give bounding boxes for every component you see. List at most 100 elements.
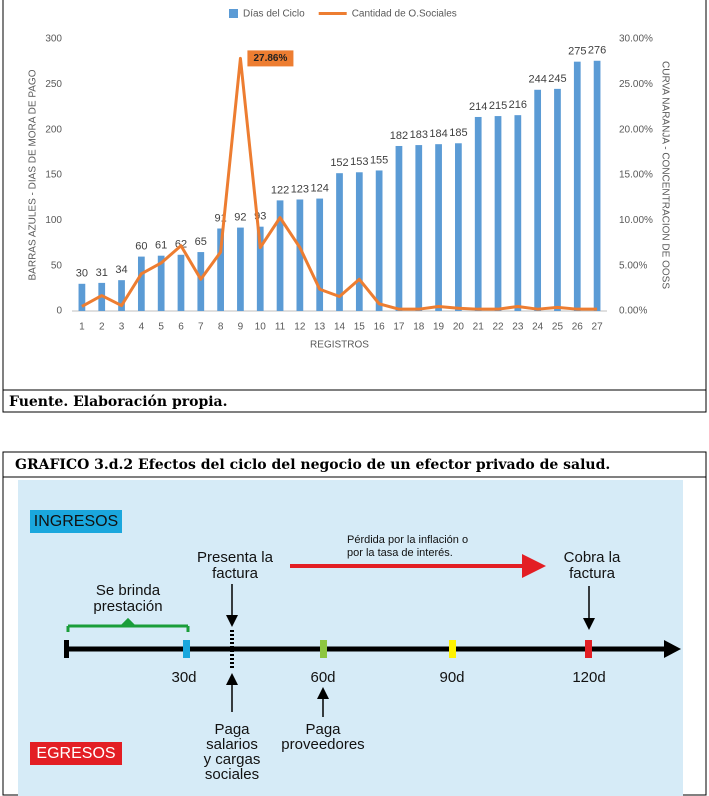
service-text: Se brinda: [96, 582, 161, 599]
y2-tick-label: 15.00%: [619, 170, 653, 181]
bar-value-label: 92: [234, 211, 246, 223]
x-tick-label: 13: [314, 322, 326, 333]
x-tick-label: 16: [374, 322, 386, 333]
x-tick-label: 7: [198, 322, 204, 333]
x-tick-label: 20: [453, 322, 465, 333]
bar: [256, 226, 264, 311]
day-label: 120d: [572, 669, 605, 686]
salaries-text: Paga: [214, 721, 250, 738]
bar-value-label: 185: [449, 127, 467, 139]
x-tick-label: 10: [255, 322, 267, 333]
service-text: prestación: [93, 598, 162, 615]
bar: [276, 200, 284, 311]
y-tick-label: 300: [45, 34, 62, 45]
legend-swatch: [229, 9, 238, 18]
x-tick-label: 3: [119, 322, 125, 333]
source-text: Fuente. Elaboración propia.: [9, 394, 228, 410]
bar: [375, 170, 383, 311]
x-tick-label: 25: [552, 322, 564, 333]
bar: [78, 283, 86, 311]
bar: [177, 254, 185, 311]
x-tick-label: 18: [413, 322, 425, 333]
y-tick-label: 50: [51, 260, 63, 271]
bar: [573, 61, 581, 311]
x-tick-label: 5: [158, 322, 164, 333]
timeline-start: [64, 640, 69, 658]
legend-label: Cantidad de O.Sociales: [352, 9, 457, 20]
bar: [395, 145, 403, 311]
bar-value-label: 184: [429, 128, 447, 140]
bar: [137, 256, 145, 311]
bar: [415, 145, 423, 311]
loss-text: Pérdida por la inflación o: [347, 534, 468, 546]
chart: 0 50 100 150 200 250 300 0.00% 5.00% 10.00% 15.00%…: [28, 9, 671, 351]
collect-text: Cobra la: [564, 549, 621, 566]
y2-tick-label: 0.00%: [619, 306, 647, 317]
bar: [237, 227, 244, 311]
bar: [157, 255, 165, 311]
day-label: 60d: [310, 669, 335, 686]
bar: [534, 89, 542, 311]
x-tick-label: 2: [99, 322, 105, 333]
x-tick-label: 22: [492, 322, 504, 333]
bar: [355, 172, 363, 311]
suppliers-text: Paga: [305, 721, 341, 738]
y2-tick-label: 10.00%: [619, 215, 653, 226]
x-tick-label: 1: [79, 322, 85, 333]
bar: [118, 280, 125, 311]
tick-30: [183, 640, 190, 658]
invoice-text: Presenta la: [197, 549, 274, 566]
tick-60: [320, 640, 327, 658]
bar-value-label: 244: [528, 74, 546, 86]
y-tick-label: 150: [45, 170, 62, 181]
bar: [455, 143, 462, 311]
bar-value-label: 30: [76, 268, 88, 280]
salaries-text: sociales: [205, 766, 259, 783]
expense-label: EGRESOS: [36, 745, 115, 762]
y-axis-title: BARRAS AZULES - DIAS DE MORA DE PAGO: [28, 69, 39, 280]
income-box: [30, 510, 122, 533]
line-value-label: 27.86%: [253, 53, 287, 64]
bar-value-label: 152: [330, 157, 348, 169]
loss-text: por la tasa de interés.: [347, 547, 453, 559]
x-tick-label: 8: [218, 322, 224, 333]
x-tick-label: 17: [393, 322, 405, 333]
service-bracket: [66, 617, 190, 632]
y2-tick-label: 20.00%: [619, 124, 653, 135]
y-tick-label: 0: [56, 306, 62, 317]
x-axis-title: REGISTROS: [310, 340, 369, 351]
x-tick-label: 12: [294, 322, 306, 333]
figure-title: GRAFICO 3.d.2 Efectos del ciclo del nego…: [15, 457, 610, 473]
bar: [474, 116, 482, 312]
bar-value-label: 123: [291, 183, 309, 195]
expense-box: [30, 742, 122, 765]
bar-value-label: 182: [390, 130, 408, 142]
x-tick-label: 15: [354, 322, 366, 333]
bar-value-label: 60: [135, 241, 147, 253]
x-tick-label: 14: [334, 322, 346, 333]
bar-value-label: 155: [370, 154, 388, 166]
y2-tick-label: 5.00%: [619, 260, 647, 271]
x-tick-label: 6: [178, 322, 184, 333]
x-tick-label: 19: [433, 322, 445, 333]
tick-120: [585, 640, 592, 658]
bar: [554, 88, 561, 311]
x-tick-label: 23: [512, 322, 524, 333]
bar: [197, 252, 205, 311]
x-tick-label: 9: [238, 322, 244, 333]
bar: [514, 115, 522, 311]
income-label: INGRESOS: [34, 513, 118, 530]
tick-90: [449, 640, 456, 658]
bar-value-label: 216: [509, 99, 527, 111]
diagram-bg: [18, 480, 683, 796]
y-tick-label: 100: [45, 215, 62, 226]
y2-tick-label: 25.00%: [619, 79, 653, 90]
salaries-text: y cargas: [204, 751, 261, 768]
bar: [494, 116, 502, 311]
value-label-box: [247, 50, 294, 67]
y-tick-label: 250: [45, 79, 62, 90]
salaries-text: salarios: [206, 736, 258, 753]
day-label: 30d: [171, 669, 196, 686]
bar: [316, 198, 324, 311]
